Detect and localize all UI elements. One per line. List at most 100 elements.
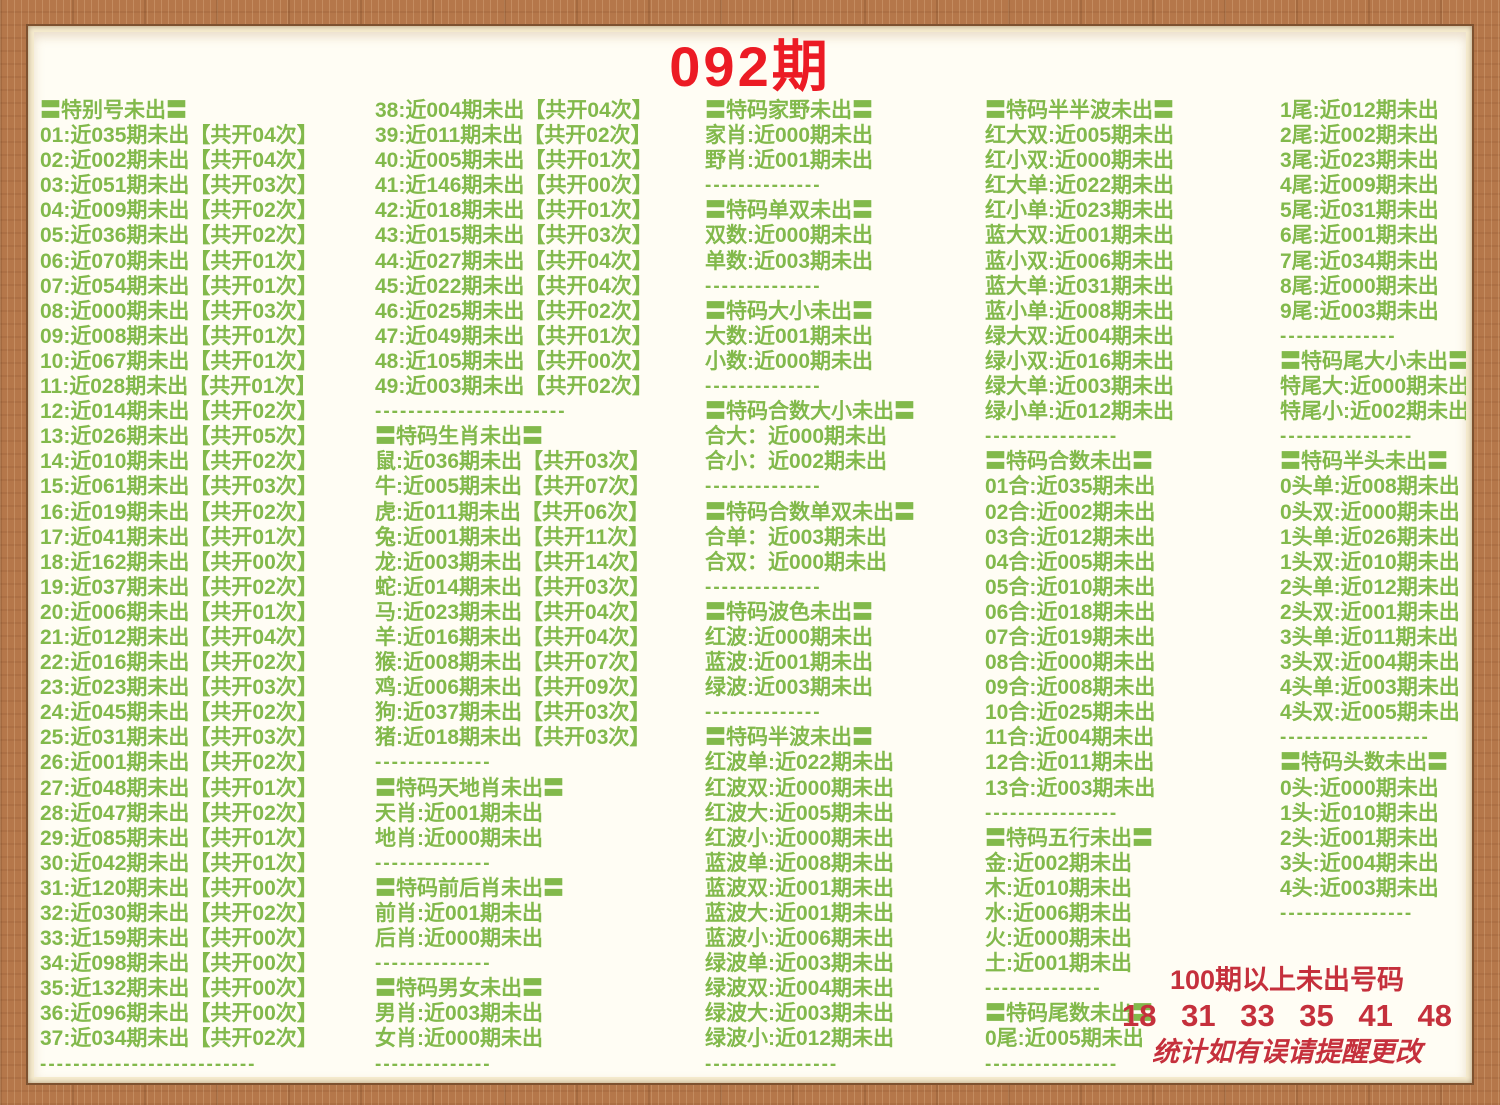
stat-line: 羊:近016期未出【共开04次】: [375, 625, 651, 649]
stat-line: 1头:近010期未出: [1280, 801, 1439, 825]
stat-line: 4头单:近003期未出: [1280, 676, 1460, 700]
stat-line: 16:近019期未出【共开02次】: [40, 500, 318, 524]
stat-line: 绿大单:近003期未出: [985, 375, 1175, 399]
stat-line: 10合:近025期未出: [985, 701, 1156, 725]
stat-line: 9尾:近003期未出: [1280, 299, 1439, 323]
stats-column-numbers-zodiac: 38:近004期未出【共开04次】 39:近011期未出【共开02次】 40:近00…: [375, 98, 653, 1077]
stat-line: 43:近015期未出【共开03次】: [375, 224, 653, 248]
stat-line: 12:近014期未出【共开02次】: [40, 400, 318, 424]
stat-line: 蓝波大:近001期未出: [705, 902, 895, 925]
stat-line: 38:近004期未出【共开04次】: [375, 99, 653, 122]
footer-overdue-title: 100期以上未出号码: [1169, 965, 1405, 995]
stat-line: 金:近002期未出: [985, 851, 1133, 875]
divider-dashes: ----------------: [1280, 903, 1414, 924]
stat-line: 08合:近000期未出: [985, 651, 1156, 675]
stat-line: 35:近132期未出【共开00次】: [40, 977, 318, 1001]
stat-line: 46:近025期未出【共开02次】: [375, 299, 653, 323]
stat-line: 12合:近011期未出: [985, 751, 1155, 775]
stat-line: 3头单:近011期未出: [1280, 625, 1459, 649]
stat-line: 合双：近000期未出: [705, 550, 888, 574]
stat-line: 13合:近003期未出: [985, 776, 1156, 800]
stat-line: 07:近054期未出【共开01次】: [40, 274, 318, 298]
divider-dashes: ----------------: [705, 1053, 839, 1075]
stat-line: 3头双:近004期未出: [1280, 651, 1460, 675]
stats-column-categories: 〓特码家野未出〓 家肖:近000期未出 野肖:近001期未出 ------------…: [705, 98, 915, 1077]
stat-line: 红波大:近005期未出: [705, 801, 895, 825]
stat-line: 48:近105期未出【共开00次】: [375, 349, 653, 373]
stat-line: 33:近159期未出【共开00次】: [40, 927, 318, 951]
section-header: 〓特码合数大小未出〓: [705, 400, 915, 424]
divider-dashes: ------------------: [1280, 727, 1430, 749]
section-header: 〓特码头数未出〓: [1280, 751, 1448, 775]
stat-line: 03合:近012期未出: [985, 525, 1156, 549]
stat-line: 家肖:近000期未出: [705, 124, 874, 148]
stat-line: 蓝大单:近031期未出: [985, 274, 1175, 298]
stat-line: 0头双:近000期未出: [1280, 500, 1460, 524]
divider-dashes: -----------------------: [375, 401, 567, 423]
stat-line: 红大单:近022期未出: [985, 174, 1175, 198]
stat-line: 猴:近008期未出【共开07次】: [375, 651, 651, 675]
stat-line: 17:近041期未出【共开01次】: [40, 525, 318, 549]
stat-line: 绿小双:近016期未出: [985, 349, 1175, 373]
stat-line: 13:近026期未出【共开05次】: [40, 425, 318, 449]
divider-dashes: --------------: [705, 476, 822, 498]
stat-line: 女肖:近000期未出: [375, 1027, 544, 1051]
divider-dashes: --------------: [705, 576, 822, 598]
stat-line: 11:近028期未出【共开01次】: [40, 375, 317, 399]
stat-line: 牛:近005期未出【共开07次】: [375, 475, 651, 499]
divider-dashes: ----------------: [985, 426, 1119, 448]
footer-notice: 100期以上未出号码 18 31 33 35 41 48 统计如有误请提醒更改: [1122, 963, 1452, 1071]
stat-line: 08:近000期未出【共开03次】: [40, 299, 318, 323]
stat-line: 42:近018期未出【共开01次】: [375, 199, 653, 223]
section-header: 〓特码尾大小未出〓: [1280, 349, 1466, 373]
stat-line: 绿小单:近012期未出: [985, 400, 1175, 424]
divider-dashes: --------------: [985, 978, 1102, 1000]
stat-line: 5尾:近031期未出: [1280, 199, 1439, 223]
stat-line: 20:近006期未出【共开01次】: [40, 600, 318, 624]
stat-line: 蓝波小:近006期未出: [705, 927, 895, 951]
stat-line: 06合:近018期未出: [985, 600, 1156, 624]
stat-line: 红小单:近023期未出: [985, 199, 1175, 223]
stat-line: 15:近061期未出【共开03次】: [40, 475, 318, 499]
stat-line: 14:近010期未出【共开02次】: [40, 450, 318, 474]
stat-line: 4头:近003期未出: [1280, 876, 1439, 900]
section-header: 〓特码波色未出〓: [705, 600, 873, 624]
stat-line: 火:近000期未出: [985, 927, 1133, 951]
stat-line: 绿波双:近004期未出: [705, 977, 895, 1001]
stat-line: 特尾大:近000期未出: [1280, 375, 1466, 399]
stat-line: 01合:近035期未出: [985, 475, 1156, 499]
divider-dashes: --------------: [375, 852, 492, 874]
divider-dashes: --------------------------: [40, 1053, 257, 1075]
section-header: 〓特码五行未出〓: [985, 826, 1153, 850]
stat-line: 前肖:近001期未出: [375, 902, 544, 925]
stat-line: 49:近003期未出【共开02次】: [375, 375, 653, 399]
stat-line: 29:近085期未出【共开01次】: [40, 826, 318, 850]
stat-line: 18:近162期未出【共开00次】: [40, 550, 318, 574]
stat-line: 绿波单:近003期未出: [705, 952, 895, 976]
section-header: 〓特码半半波未出〓: [985, 99, 1174, 122]
stat-line: 双数:近000期未出: [705, 224, 874, 248]
section-header: 〓特码合数未出〓: [985, 450, 1153, 474]
stat-line: 土:近001期未出: [985, 952, 1133, 976]
stat-line: 44:近027期未出【共开04次】: [375, 249, 653, 273]
stat-line: 09合:近008期未出: [985, 676, 1156, 700]
section-header: 〓特码男女未出〓: [375, 977, 543, 1001]
stat-line: 05:近036期未出【共开02次】: [40, 224, 318, 248]
stat-line: 绿波大:近003期未出: [705, 1002, 895, 1026]
divider-dashes: --------------: [375, 953, 492, 975]
stat-line: 03:近051期未出【共开03次】: [40, 174, 318, 198]
stat-line: 36:近096期未出【共开00次】: [40, 1002, 318, 1026]
stat-line: 8尾:近000期未出: [1280, 274, 1439, 298]
stat-line: 22:近016期未出【共开02次】: [40, 651, 318, 675]
stat-line: 26:近001期未出【共开02次】: [40, 751, 318, 775]
stat-line: 27:近048期未出【共开01次】: [40, 776, 318, 800]
stat-line: 合单：近003期未出: [705, 525, 888, 549]
stat-line: 4尾:近009期未出: [1280, 174, 1439, 198]
stat-line: 40:近005期未出【共开01次】: [375, 149, 653, 173]
stat-line: 野肖:近001期未出: [705, 149, 874, 173]
stat-line: 10:近067期未出【共开01次】: [40, 349, 318, 373]
section-header: 〓特码合数单双未出〓: [705, 500, 915, 524]
stat-line: 蓝波双:近001期未出: [705, 876, 895, 900]
stat-line: 红波:近000期未出: [705, 625, 874, 649]
stat-line: 单数:近003期未出: [705, 249, 874, 273]
